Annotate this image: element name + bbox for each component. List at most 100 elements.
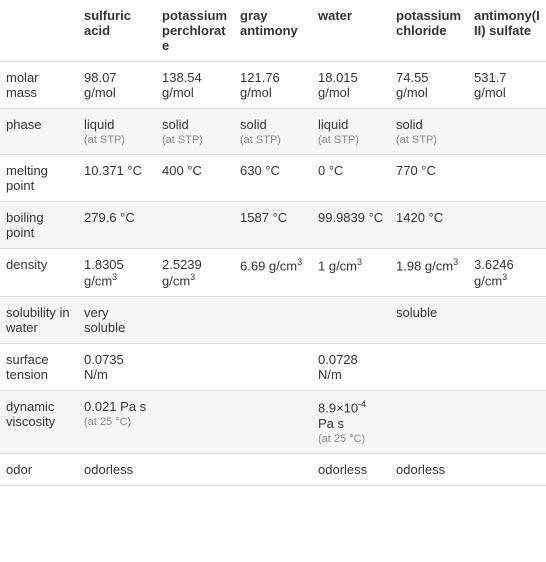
header-cell-antimony-sulfate: antimony(III) sulfate — [468, 0, 546, 62]
cell: 770 °C — [390, 155, 468, 202]
cell: solid(at STP) — [156, 109, 234, 155]
cell-value: 0.0728 N/m — [318, 352, 358, 382]
cell: 3.6246 g/cm3 — [468, 249, 546, 297]
cell — [234, 391, 312, 453]
cell: odorless — [78, 453, 156, 485]
cell: liquid (at STP) — [312, 109, 390, 155]
cell — [156, 453, 234, 485]
cell-superscript: 3 — [453, 257, 458, 267]
cell-subtext: (at STP) — [318, 134, 384, 146]
cell: 1587 °C — [234, 202, 312, 249]
header-cell-blank — [0, 0, 78, 62]
header-cell-potassium-chloride: potassium chloride — [390, 0, 468, 62]
cell-value: liquid — [318, 117, 348, 132]
cell-value: 3.6246 g/cm — [474, 257, 514, 288]
cell — [390, 344, 468, 391]
cell-value: odorless — [318, 462, 367, 477]
cell: 2.5239 g/cm3 — [156, 249, 234, 297]
cell-after: Pa s — [318, 416, 344, 431]
cell: 1.98 g/cm3 — [390, 249, 468, 297]
cell — [468, 344, 546, 391]
row-label: odor — [0, 453, 78, 485]
cell-value: 0 °C — [318, 163, 343, 178]
cell — [468, 202, 546, 249]
cell: 74.55 g/mol — [390, 62, 468, 109]
cell-value: 400 °C — [162, 163, 202, 178]
cell: 531.7 g/mol — [468, 62, 546, 109]
cell — [468, 297, 546, 344]
cell-value: 8.9×10 — [318, 401, 358, 416]
cell-value: 6.69 g/cm — [240, 258, 297, 273]
cell: 0 °C — [312, 155, 390, 202]
cell-value: 1.8305 g/cm — [84, 257, 124, 288]
cell: solid(at STP) — [390, 109, 468, 155]
cell-superscript: 3 — [190, 272, 195, 282]
cell: 1.8305 g/cm3 — [78, 249, 156, 297]
cell-value: 1 g/cm — [318, 258, 357, 273]
table-row: phaseliquid(at STP)solid(at STP)solid(at… — [0, 109, 546, 155]
table-row: molar mass98.07 g/mol 138.54 g/mol 121.76 … — [0, 62, 546, 109]
cell — [468, 109, 546, 155]
header-cell-water: water — [312, 0, 390, 62]
cell — [468, 391, 546, 453]
cell-subtext: (at 25 °C) — [318, 433, 384, 445]
header-row: sulfuric acid potassium perchlorate gray… — [0, 0, 546, 62]
cell-superscript: 3 — [112, 272, 117, 282]
cell-value: 630 °C — [240, 163, 280, 178]
cell-value: 99.9839 °C — [318, 210, 383, 225]
cell-value: odorless — [396, 462, 445, 477]
cell — [234, 453, 312, 485]
cell-value: 98.07 g/mol — [84, 70, 117, 100]
cell: odorless — [312, 453, 390, 485]
cell-value: soluble — [396, 305, 437, 320]
cell: 630 °C — [234, 155, 312, 202]
table-row: boiling point279.6 °C1587 °C99.9839 °C14… — [0, 202, 546, 249]
cell-value: solid — [396, 117, 423, 132]
cell-value: 138.54 g/mol — [162, 70, 202, 100]
header-cell-gray-antimony: gray antimony — [234, 0, 312, 62]
cell-subtext: (at STP) — [240, 134, 306, 146]
cell-value: 279.6 °C — [84, 210, 135, 225]
cell — [390, 391, 468, 453]
cell: 98.07 g/mol — [78, 62, 156, 109]
cell — [468, 155, 546, 202]
cell-superscript: 3 — [297, 257, 302, 267]
cell-subtext: (at STP) — [84, 134, 150, 146]
cell-value: 121.76 g/mol — [240, 70, 280, 100]
cell-value: 10.371 °C — [84, 163, 142, 178]
cell: 0.021 Pa s (at 25 °C) — [78, 391, 156, 453]
cell — [234, 297, 312, 344]
cell — [156, 297, 234, 344]
row-label: melting point — [0, 155, 78, 202]
cell: solid(at STP) — [234, 109, 312, 155]
cell-value: 0.021 Pa s — [84, 399, 146, 414]
row-label: molar mass — [0, 62, 78, 109]
table-row: solubility in watervery solublesoluble — [0, 297, 546, 344]
table-row: odor odorless odorless odorless — [0, 453, 546, 485]
row-label: density — [0, 249, 78, 297]
cell: 8.9×10-4 Pa s (at 25 °C) — [312, 391, 390, 453]
cell-value: 0.0735 N/m — [84, 352, 124, 382]
cell — [468, 453, 546, 485]
cell: soluble — [390, 297, 468, 344]
cell — [156, 391, 234, 453]
row-label: surface tension — [0, 344, 78, 391]
cell: 400 °C — [156, 155, 234, 202]
cell-value: 2.5239 g/cm — [162, 257, 202, 288]
cell-value: very soluble — [84, 305, 125, 335]
cell: 10.371 °C — [78, 155, 156, 202]
cell: 138.54 g/mol — [156, 62, 234, 109]
cell: 1 g/cm3 — [312, 249, 390, 297]
cell: very soluble — [78, 297, 156, 344]
cell-value: 1.98 g/cm — [396, 258, 453, 273]
cell-subtext: (at 25 °C) — [84, 416, 150, 428]
cell: 18.015 g/mol — [312, 62, 390, 109]
cell-superscript: -4 — [358, 399, 366, 409]
cell-value: odorless — [84, 462, 133, 477]
cell: 0.0728 N/m — [312, 344, 390, 391]
cell-value: 770 °C — [396, 163, 436, 178]
cell-subtext: (at STP) — [162, 134, 228, 146]
cell: 1420 °C — [390, 202, 468, 249]
cell — [234, 344, 312, 391]
header-cell-sulfuric-acid: sulfuric acid — [78, 0, 156, 62]
